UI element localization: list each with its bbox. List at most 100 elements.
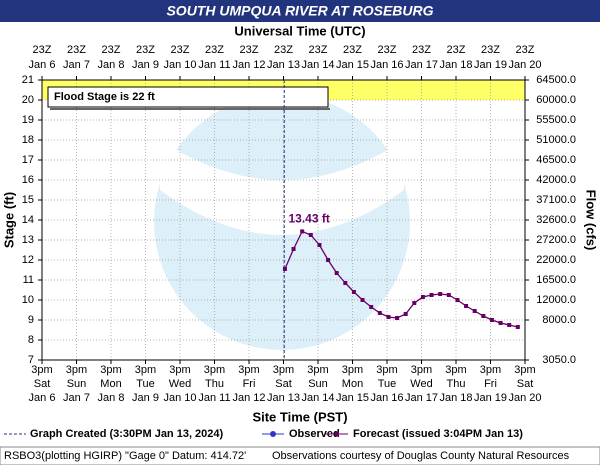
x-tick-date: Jan 20 xyxy=(508,392,541,404)
series-line xyxy=(284,230,518,328)
x2-axis-title: Universal Time (UTC) xyxy=(234,23,365,38)
point xyxy=(498,321,503,325)
y-tick-label: 16 xyxy=(22,174,34,186)
x-tick-weekday: Tue xyxy=(136,378,155,390)
point xyxy=(377,311,382,315)
x-tick-date: Jan 13 xyxy=(267,392,300,404)
x-tick-date: Jan 18 xyxy=(439,392,472,404)
point xyxy=(420,295,425,299)
point xyxy=(429,293,434,297)
legend-label: Forecast (issued 3:04PM Jan 13) xyxy=(353,428,523,440)
value-label: 13.43 ft xyxy=(289,212,330,226)
x-tick-time: 3pm xyxy=(66,364,87,376)
x2-tick-time: 23Z xyxy=(205,44,224,56)
x-tick-weekday: Sun xyxy=(308,378,328,390)
point xyxy=(481,314,486,318)
x2-tick-time: 23Z xyxy=(481,44,500,56)
y2-tick-label: 8000.0 xyxy=(542,314,576,326)
y-tick-label: 13 xyxy=(22,234,34,246)
x-tick-time: 3pm xyxy=(100,364,121,376)
x2-tick-time: 23Z xyxy=(136,44,155,56)
point xyxy=(317,243,322,247)
x2-tick-time: 23Z xyxy=(240,44,259,56)
x2-tick-date: Jan 17 xyxy=(405,59,438,71)
x-tick-time: 3pm xyxy=(204,364,225,376)
x2-tick-date: Jan 11 xyxy=(198,59,230,71)
plot-border xyxy=(41,79,526,361)
y2-axis-title: Flow (cfs) xyxy=(584,190,599,251)
y2-tick-label: 37100.0 xyxy=(536,194,576,206)
x2-tick-date: Jan 19 xyxy=(474,59,507,71)
point xyxy=(455,298,460,302)
x-tick-weekday: Wed xyxy=(410,378,432,390)
point xyxy=(403,312,408,316)
x2-tick-date: Jan 13 xyxy=(267,59,300,71)
x-tick-weekday: Sun xyxy=(67,378,87,390)
y2-tick-label: 55500.0 xyxy=(536,114,576,126)
x2-tick-time: 23Z xyxy=(274,44,293,56)
x-tick-date: Jan 14 xyxy=(301,392,334,404)
x-tick-weekday: Wed xyxy=(169,378,191,390)
footer-left: RSBO3(plotting HGIRP) "Gage 0" Datum: 41… xyxy=(4,450,246,462)
x-tick-weekday: Thu xyxy=(447,378,466,390)
y2-tick-label: 32600.0 xyxy=(536,214,576,226)
x-tick-date: Jan 15 xyxy=(336,392,369,404)
point xyxy=(438,292,443,296)
x2-tick-date: Jan 16 xyxy=(370,59,403,71)
x-tick-time: 3pm xyxy=(480,364,501,376)
point xyxy=(343,281,348,285)
x2-tick-time: 23Z xyxy=(33,44,52,56)
x-tick-date: Jan 16 xyxy=(370,392,403,404)
x2-tick-time: 23Z xyxy=(516,44,535,56)
y-tick-label: 9 xyxy=(28,314,34,326)
x-tick-weekday: Mon xyxy=(342,378,363,390)
watermark xyxy=(154,94,410,350)
x2-tick-time: 23Z xyxy=(67,44,86,56)
y-axis-title: Stage (ft) xyxy=(1,192,16,248)
point xyxy=(308,233,313,237)
point xyxy=(282,267,287,271)
x-tick-date: Jan 11 xyxy=(198,392,230,404)
y2-tick-label: 16500.0 xyxy=(536,274,576,286)
y-tick-label: 19 xyxy=(22,114,34,126)
x-tick-date: Jan 10 xyxy=(163,392,196,404)
point xyxy=(326,258,331,262)
x-tick-time: 3pm xyxy=(307,364,328,376)
y-tick-label: 15 xyxy=(22,194,34,206)
x-tick-date: Jan 9 xyxy=(132,392,159,404)
x-tick-weekday: Tue xyxy=(378,378,397,390)
point xyxy=(464,304,469,308)
x2-tick-time: 23Z xyxy=(102,44,121,56)
legend-created: Graph Created (3:30PM Jan 13, 2024) xyxy=(30,428,224,440)
y-tick-label: 20 xyxy=(22,94,34,106)
x-tick-weekday: Fri xyxy=(243,378,256,390)
point xyxy=(360,298,365,302)
x2-tick-date: Jan 14 xyxy=(301,59,334,71)
legend-marker xyxy=(335,432,339,436)
x2-tick-date: Jan 15 xyxy=(336,59,369,71)
x-tick-time: 3pm xyxy=(342,364,363,376)
point xyxy=(334,271,339,275)
y-tick-label: 11 xyxy=(23,274,34,286)
y-tick-label: 10 xyxy=(22,294,34,306)
x-tick-date: Jan 12 xyxy=(232,392,265,404)
legend-marker xyxy=(270,431,276,437)
x2-tick-date: Jan 18 xyxy=(439,59,472,71)
x-tick-date: Jan 17 xyxy=(405,392,438,404)
point xyxy=(507,323,512,327)
x2-tick-date: Jan 7 xyxy=(63,59,90,71)
x-tick-weekday: Sat xyxy=(275,378,292,390)
x-tick-weekday: Thu xyxy=(205,378,224,390)
point xyxy=(300,229,305,234)
x-tick-time: 3pm xyxy=(169,364,190,376)
title-bar xyxy=(0,0,600,22)
y-tick-label: 21 xyxy=(22,74,34,86)
y2-tick-label: 27200.0 xyxy=(536,234,576,246)
x-tick-date: Jan 19 xyxy=(474,392,507,404)
x2-tick-time: 23Z xyxy=(171,44,190,56)
annotation-box xyxy=(47,86,329,108)
y-tick-label: 12 xyxy=(22,254,34,266)
point xyxy=(412,301,417,305)
x-tick-weekday: Fri xyxy=(484,378,497,390)
x2-tick-date: Jan 20 xyxy=(508,59,541,71)
